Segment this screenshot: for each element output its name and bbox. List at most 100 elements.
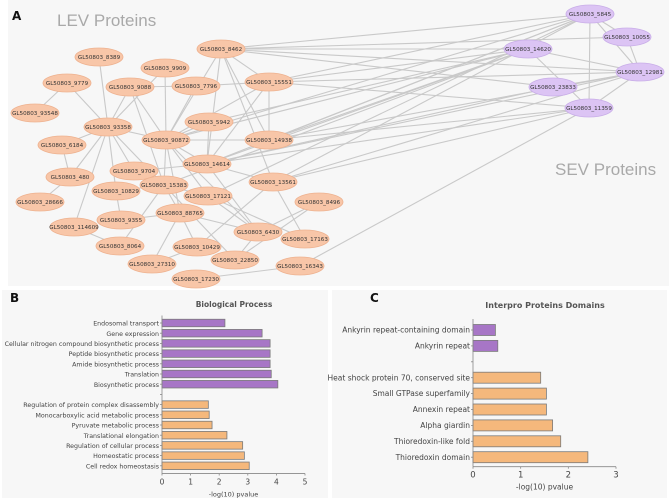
network-node[interactable]: GL50803_11359 [564,98,614,118]
node-ellipse [183,186,233,206]
node-label: GL50803_5845 [569,12,612,18]
node-ellipse [37,135,87,155]
category-label: Heat shock protein 70, conserved site [328,373,471,382]
network-node[interactable]: GL50803_16343 [275,256,325,276]
network-node[interactable]: GL50803_27310 [127,254,177,274]
network-edge [220,13,591,50]
bar [161,318,226,328]
network-node[interactable]: GL50803_114609 [49,217,99,237]
node-label: GL50803_12981 [617,70,663,76]
node-label: GL50803_14614 [184,162,230,168]
x-tick-label: 2 [566,471,571,481]
node-label: GL50803_93358 [85,125,131,131]
category-label: Annexin repeat [413,405,470,414]
network-node[interactable]: GL50803_8496 [294,192,344,212]
network-node[interactable]: GL50803_9909 [140,58,190,78]
category-label: Homeostatic process [93,453,159,460]
node-ellipse [275,256,325,276]
x-tick-label: 3 [245,478,250,487]
network-node[interactable]: GL50803_12981 [615,62,665,82]
node-label: GL50803_10829 [93,189,139,195]
network-node[interactable]: GL50803_10429 [172,237,222,257]
bar [472,403,547,416]
node-label: GL50803_28666 [17,200,63,206]
network-node[interactable]: GL50803_9088 [105,77,155,97]
network-node[interactable]: GL50803_10829 [91,181,141,201]
node-label: GL50803_480 [51,175,90,181]
category-label: Gene expression [106,331,159,338]
network-nodes: GL50803_8462 GL50803_8389 GL50803_9909 GL50… [10,4,665,289]
network-node[interactable]: GL50803_6430 [233,222,283,242]
node-ellipse [171,269,221,289]
network-node[interactable]: GL50803_15551 [244,72,294,92]
node-ellipse [74,47,124,67]
network-node[interactable]: GL50803_14614 [182,154,232,174]
network-node[interactable]: GL50803_22850 [210,250,260,270]
node-label: GL50803_93548 [12,111,58,117]
network-node[interactable]: GL50803_10055 [602,27,652,47]
bar [161,329,263,338]
node-ellipse [528,77,578,97]
node-label: GL50803_114609 [49,225,99,231]
x-tick-label: 3 [613,471,618,481]
network-node[interactable]: GL50803_6184 [37,135,87,155]
network-node[interactable]: GL50803_90872 [141,130,191,150]
node-label: GL50803_14620 [505,47,551,53]
network-node[interactable]: GL50803_480 [45,167,95,187]
network-edge [220,48,270,141]
x-tick-label: 1 [188,478,193,487]
network-node[interactable]: GL50803_5942 [184,112,234,132]
category-label: Thioredoxin domain [395,453,471,462]
bar [472,451,589,464]
node-label: GL50803_17163 [282,237,328,243]
bar [161,431,228,440]
node-ellipse [210,250,260,270]
bar [161,441,244,450]
network-edge [165,139,259,233]
panel-letter: B [10,291,19,305]
bar [472,324,496,336]
network-node[interactable]: GL50803_8462 [196,39,246,59]
network-node[interactable]: GL50803_9704 [109,161,159,181]
bar [161,339,271,348]
panel-a-letter: A [12,9,22,23]
node-label: GL50803_14938 [246,138,292,144]
network-node[interactable]: GL50803_17121 [183,186,233,206]
network-node[interactable]: GL50803_5845 [565,4,615,24]
network-node[interactable]: GL50803_17230 [171,269,221,289]
network-node[interactable]: GL50803_88765 [155,203,205,223]
network-node[interactable]: GL50803_14620 [503,39,553,59]
node-label: GL50803_6184 [41,143,84,149]
network-node[interactable]: GL50803_8064 [95,236,145,256]
node-ellipse [244,130,294,150]
node-ellipse [15,192,65,212]
node-label: GL50803_16343 [277,264,323,270]
network-node[interactable]: GL50803_9779 [42,73,92,93]
category-label: Small GTPase superfamily [373,389,471,398]
network-node[interactable]: GL50803_13561 [248,172,298,192]
category-label: Pyruvate metabolic process [72,423,159,430]
x-tick-label: 1 [518,471,523,481]
network-node[interactable]: GL50803_28666 [15,192,65,212]
node-ellipse [196,39,246,59]
network-node[interactable]: GL50803_15383 [139,175,189,195]
node-label: GL50803_15551 [246,80,292,86]
node-ellipse [140,58,190,78]
node-ellipse [184,112,234,132]
network-node[interactable]: GL50803_14938 [244,130,294,150]
network-node[interactable]: GL50803_23833 [528,77,578,97]
node-label: GL50803_15383 [141,183,187,189]
network-node[interactable]: GL50803_93358 [83,117,133,137]
network-node[interactable]: GL50803_93548 [10,103,60,123]
node-ellipse [155,203,205,223]
network-node[interactable]: GL50803_9355 [96,210,146,230]
network-node[interactable]: GL50803_17163 [280,229,330,249]
network-edge [220,48,554,88]
category-label: Regulation of protein complex disassembl… [23,402,159,409]
node-label: GL50803_27310 [129,262,175,268]
node-ellipse [244,72,294,92]
network-node[interactable]: GL50803_8389 [74,47,124,67]
network-edge [220,36,628,50]
network-node[interactable]: GL50803_7796 [171,76,221,96]
